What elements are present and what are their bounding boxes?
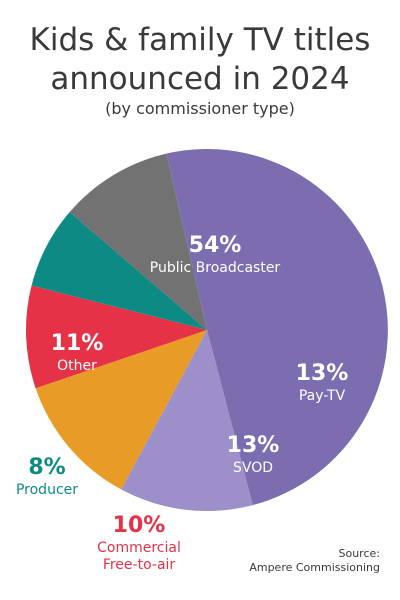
source-note: Source: Ampere Commissioning [249,547,380,575]
source-name: Ampere Commissioning [249,561,380,574]
slice-value-producer: 8% [28,455,65,480]
pie-slices [26,149,388,511]
slice-value-commercial-free-to-air: 10% [113,513,166,538]
pie-labels: 54% Public Broadcaster 13% Pay-TV 13% SVOD 10%… [16,233,348,573]
slice-label-commercial-free-to-air-1: Commercial [97,540,181,556]
pie-slice-public-broadcaster [166,149,388,506]
slice-label-public-broadcaster: Public Broadcaster [150,260,281,276]
slice-label-pay-tv: Pay-TV [299,388,346,404]
chart-title-line2: announced in 2024 [50,61,350,97]
slice-label-svod: SVOD [233,460,273,476]
pie-slice-producer [31,212,207,330]
slice-value-other: 11% [51,331,104,356]
slice-value-svod: 13% [227,433,280,458]
chart-subtitle: (by commissioner type) [105,99,295,118]
slice-value-public-broadcaster: 54% [189,233,242,258]
pie-slice-other [69,153,207,330]
slice-value-pay-tv: 13% [296,361,349,386]
pie-slice-pay-tv [121,330,253,511]
slice-label-commercial-free-to-air-2: Free-to-air [103,557,176,573]
pie-slice-commercial-free-to-air [26,285,207,389]
slice-label-other: Other [57,358,97,374]
pie-slice-svod [35,330,207,490]
slice-label-producer: Producer [16,482,78,498]
source-label: Source: [338,547,381,560]
chart-title-line1: Kids & family TV titles [29,22,371,58]
